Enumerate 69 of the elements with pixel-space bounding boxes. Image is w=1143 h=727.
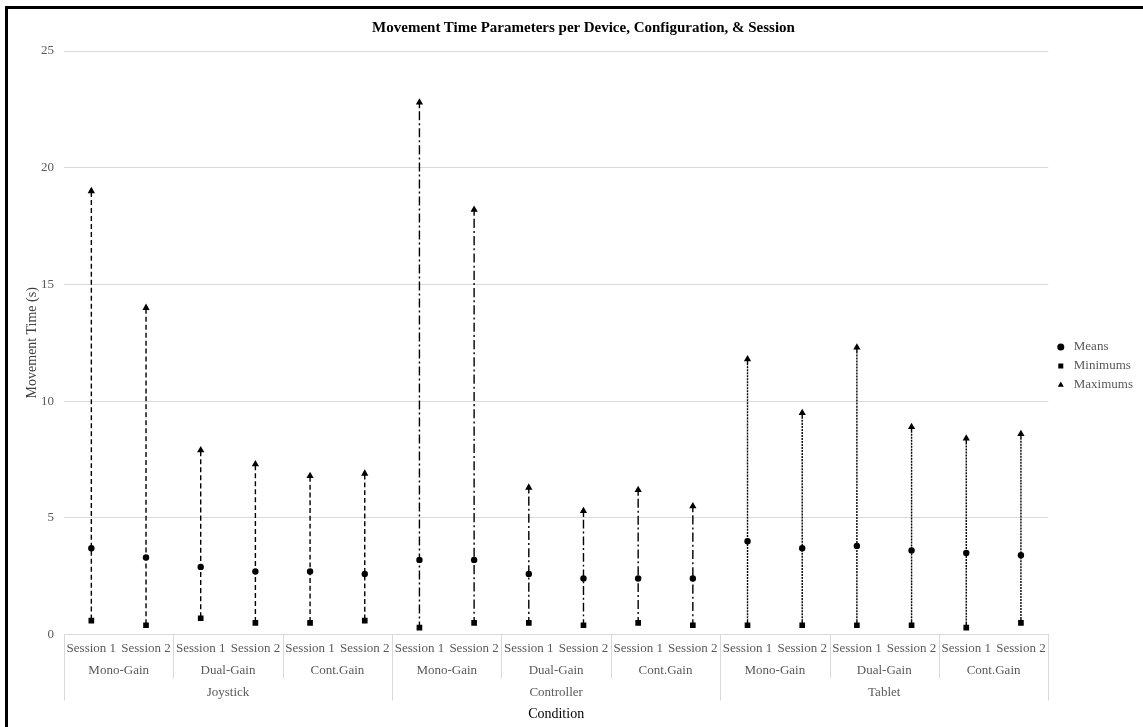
point [307,620,313,626]
x-tick-label: Session 1 [832,639,882,655]
point [854,622,860,629]
x-tick-label: Session 2 [886,639,937,655]
x-tick-label: Session 2 [777,639,827,655]
point [525,570,532,578]
x-tick-label: Session 1 [504,639,554,655]
point [962,434,970,441]
point [579,506,588,513]
y-tick-label: 10 [41,392,54,408]
point [88,545,95,552]
text: Mono-Gain [416,662,478,678]
point [908,547,915,554]
x-tick-label: Session 2 [668,639,718,655]
x-tick-label: Session 1 [722,639,773,655]
x-tick-label: Session 1 [941,639,991,655]
y-axis-title: Movement Time (s) [24,286,41,399]
legend-label: Means [1073,338,1109,354]
point [635,620,641,626]
x-tick-label: Session 2 [449,639,499,655]
point [361,469,369,476]
point [634,575,642,582]
x-tick-label: Session 1 [175,639,226,655]
point [907,422,916,429]
point [690,622,696,629]
text: Cont.Gain [638,662,693,678]
x-tick-label: Session 1 [394,639,445,655]
point [798,408,806,415]
point [252,568,259,575]
point [471,620,477,626]
text: Cont.Gain [310,662,365,678]
y-tick-label: 25 [41,42,54,58]
x-tick-label: Session 2 [230,639,281,655]
text: Controller [529,684,584,700]
y-tick-label: 0 [47,626,54,642]
text: Cont.Gain [966,662,1021,678]
chart-title: Movement Time Parameters per Device, Configuration, & Session [372,18,796,35]
y-tick-label: 5 [47,509,54,525]
point [744,538,751,545]
y-tick-label: 15 [41,275,54,291]
x-tick-label: Session 2 [340,639,390,655]
text: Dual-Gain [856,662,913,678]
point [361,570,368,578]
point [525,483,533,490]
text: Mono-Gain [744,662,806,678]
text: Dual-Gain [200,662,256,678]
x-tick-label: Session 1 [285,639,335,655]
point [963,549,970,557]
legend-label: Maximums [1073,376,1134,392]
x-axis-title: Condition [528,706,585,722]
point [525,620,532,626]
text: Mono-Gain [88,662,150,678]
text: Tablet [868,684,901,700]
point [1018,620,1024,626]
x-tick-label: Session 1 [66,639,117,655]
point [197,615,204,622]
text: Dual-Gain [528,662,585,678]
x-tick-label: Session 2 [121,639,171,655]
legend-label: Minimums [1073,357,1131,373]
x-tick-label: Session 2 [996,639,1046,655]
x-tick-label: Session 1 [613,639,663,655]
point [799,545,806,552]
point [470,556,478,564]
point [580,575,587,582]
text: Joystick [206,684,250,700]
x-tick-label: Session 2 [558,639,609,655]
point [799,622,806,629]
point [143,622,149,629]
y-tick-label: 20 [41,159,54,175]
